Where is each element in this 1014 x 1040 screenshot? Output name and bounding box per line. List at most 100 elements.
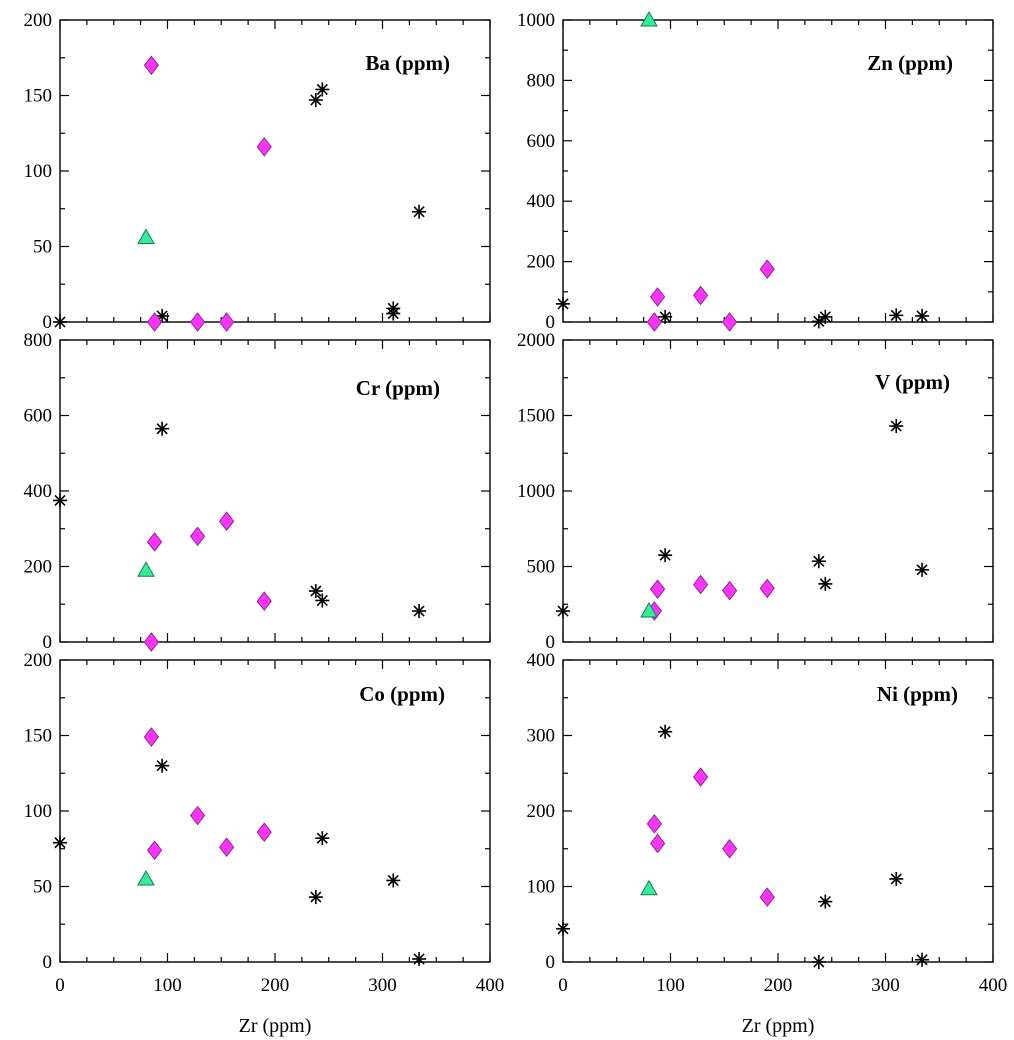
panel-co: 0 50 100 150 200 0 100 200 300 400 Co (ppm) — [24, 650, 505, 996]
y-tick-label: 0 — [43, 312, 53, 333]
y-tick-label: 200 — [24, 650, 53, 671]
x-tick-label: 400 — [476, 975, 505, 996]
star-point — [155, 421, 170, 436]
diamond-point — [146, 840, 163, 861]
star-point — [915, 308, 930, 323]
x-tick-label: 0 — [558, 975, 568, 996]
diamond-point — [189, 526, 206, 547]
diamond-point — [146, 532, 163, 552]
star-point — [658, 309, 673, 324]
star-point — [818, 576, 833, 591]
triangle-point — [640, 602, 658, 618]
star-point — [915, 952, 930, 967]
x-tick-label: 300 — [871, 975, 900, 996]
x-tick-label: 200 — [764, 975, 793, 996]
star-point — [412, 604, 427, 619]
star-point — [811, 955, 826, 969]
x-tick-label: 0 — [55, 975, 65, 996]
diamond-point — [692, 574, 709, 595]
y-tick-label: 0 — [43, 632, 53, 653]
diamond-point — [759, 578, 775, 599]
diamond-point — [189, 805, 206, 826]
y-tick-label: 300 — [527, 726, 556, 747]
y-tick-label: 800 — [527, 70, 556, 91]
panel-title: Ba (ppm) — [365, 51, 450, 75]
triangle-point — [640, 879, 658, 896]
y-tick-label: 100 — [527, 877, 556, 898]
y-tick-label: 500 — [527, 557, 556, 578]
panel-title: Cr (ppm) — [356, 376, 440, 400]
diamond-point — [721, 838, 738, 859]
diamond-point — [256, 822, 272, 842]
star-point — [315, 593, 330, 608]
diamond-point — [692, 285, 709, 306]
triangle-point — [137, 869, 155, 886]
star-point — [889, 871, 904, 886]
x-tick-label: 200 — [261, 975, 290, 996]
diamond-point — [646, 814, 663, 834]
diamond-point — [721, 580, 738, 601]
star-point — [315, 82, 330, 97]
star-point — [658, 548, 673, 563]
star-point — [556, 921, 570, 936]
diamond-point — [649, 287, 666, 307]
diamond-point — [649, 833, 666, 854]
x-tick-label: 300 — [368, 975, 397, 996]
star-point — [658, 724, 673, 739]
y-tick-label: 200 — [24, 10, 53, 31]
y-tick-label: 200 — [24, 557, 53, 578]
panel-title: Zn (ppm) — [867, 51, 953, 75]
star-point — [412, 204, 427, 219]
diamond-point — [218, 511, 235, 532]
y-tick-label: 100 — [24, 801, 53, 822]
x-tick-label: 400 — [979, 975, 1008, 996]
y-tick-label: 200 — [527, 252, 556, 273]
diamond-point — [218, 312, 235, 332]
diamond-point — [646, 312, 663, 332]
x-axis-label-left: Zr (ppm) — [239, 1015, 312, 1037]
y-tick-label: 600 — [527, 131, 556, 152]
panel-title: Co (ppm) — [359, 682, 445, 706]
y-tick-label: 0 — [546, 952, 556, 973]
y-tick-label: 150 — [24, 726, 53, 747]
y-tick-label: 600 — [24, 406, 53, 427]
diamond-point — [143, 727, 160, 747]
diamond-point — [143, 55, 160, 76]
star-point — [556, 296, 570, 311]
y-tick-label: 400 — [527, 191, 556, 212]
star-point — [53, 315, 67, 329]
y-tick-label: 2000 — [517, 330, 555, 351]
panel-v: 0 500 1000 1500 2000 V (ppm) — [517, 330, 994, 653]
diamond-point — [721, 312, 738, 332]
diamond-point — [256, 137, 272, 157]
y-tick-label: 0 — [43, 952, 53, 973]
panel-ni: 0 100 200 300 400 0 100 200 300 400 Ni (ppm) — [527, 650, 1008, 996]
star-point — [315, 831, 330, 846]
star-point — [556, 604, 570, 619]
y-tick-label: 400 — [24, 481, 53, 502]
star-point — [386, 873, 401, 888]
diamond-point — [189, 312, 206, 332]
triangle-point — [640, 10, 658, 27]
triangle-point — [137, 561, 155, 577]
star-point — [308, 584, 323, 599]
y-tick-label: 1000 — [517, 481, 555, 502]
diamond-point — [759, 887, 775, 907]
panel-title: Ni (ppm) — [877, 682, 958, 706]
star-point — [889, 308, 904, 323]
star-point — [818, 894, 833, 909]
star-point — [308, 93, 323, 108]
diamond-point — [218, 837, 235, 858]
x-axis-label-right: Zr (ppm) — [742, 1015, 815, 1037]
star-point — [53, 493, 67, 508]
diamond-point — [692, 767, 709, 787]
triangle-point — [137, 228, 155, 244]
star-point — [811, 554, 826, 569]
x-tick-label: 100 — [153, 975, 182, 996]
y-tick-label: 0 — [546, 312, 556, 333]
y-tick-label: 200 — [527, 801, 556, 822]
panel-zn: 0 200 400 600 800 1000 Zn (ppm) — [517, 10, 994, 333]
star-point — [818, 309, 833, 324]
y-tick-label: 1000 — [517, 10, 555, 31]
